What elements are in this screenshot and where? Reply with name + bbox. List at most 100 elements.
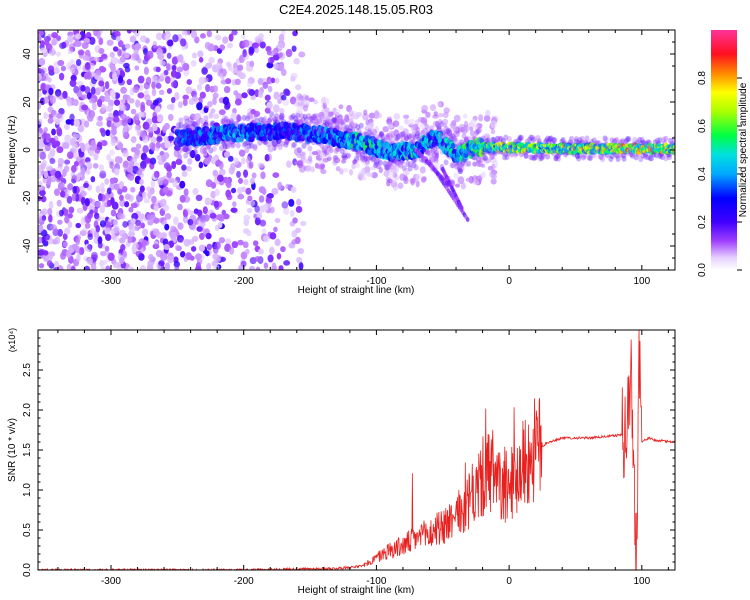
spectro-cell <box>230 67 238 74</box>
spectro-cell <box>155 32 163 41</box>
spectro-cell <box>166 63 171 71</box>
spectro-cell <box>87 113 94 122</box>
spectro-cell <box>140 152 147 161</box>
spectro-cell <box>161 154 167 163</box>
spectro-cell <box>265 197 273 204</box>
spectro-cell <box>242 49 247 58</box>
spectro-cell <box>64 123 70 131</box>
spectro-cell <box>71 143 79 151</box>
spectro-cell <box>122 94 129 101</box>
spectro-cell <box>207 43 215 52</box>
spectro-cell <box>223 85 231 94</box>
spectro-cell <box>151 88 157 97</box>
spectro-cell <box>75 40 82 47</box>
spectro-cell <box>49 95 56 104</box>
spectro-cell <box>179 180 186 189</box>
spectro-cell <box>322 144 327 152</box>
spectro-cell <box>192 149 198 156</box>
spectro-cell <box>225 238 232 245</box>
spectro-cell <box>399 173 406 181</box>
spectro-cell <box>197 50 204 58</box>
spectro-cell <box>38 137 43 146</box>
spectro-cell <box>193 208 199 214</box>
spectro-cell <box>282 98 290 106</box>
spectro-cell <box>397 125 405 131</box>
spectro-cell <box>142 121 150 130</box>
spectro-cell <box>80 84 86 92</box>
spectro-cell <box>465 177 471 182</box>
spectro-cell <box>196 226 203 232</box>
spectro-cell <box>483 115 491 122</box>
spectro-cell <box>82 54 89 61</box>
spectro-cell <box>66 249 72 257</box>
spectro-cell <box>104 221 111 227</box>
spectro-cell <box>99 170 107 179</box>
spectro-cell <box>210 108 216 114</box>
spectro-cell <box>482 155 488 162</box>
spectro-cell <box>269 111 275 118</box>
spectro-cell <box>83 265 91 270</box>
spectro-cell <box>194 36 200 44</box>
spectro-cell <box>113 109 119 118</box>
spectro-cell <box>300 220 307 227</box>
spectro-cell <box>298 95 304 100</box>
spectro-cell <box>201 67 208 75</box>
spectro-cell <box>151 75 158 83</box>
spectro-cell <box>308 97 315 103</box>
spectro-cell <box>71 193 77 202</box>
spectro-cell <box>69 59 75 66</box>
spectro-cell <box>49 148 56 157</box>
spectro-cell <box>267 85 273 93</box>
spectro-cell <box>71 174 77 182</box>
spectro-cell <box>80 167 86 176</box>
spectro-cell <box>202 149 208 157</box>
spectro-cell <box>143 198 151 204</box>
spectro-cell <box>212 97 217 106</box>
spectro-cell <box>358 122 364 129</box>
spectro-cell <box>73 151 78 160</box>
spectro-cell <box>290 75 296 82</box>
spectro-cell <box>122 125 130 134</box>
spectro-cell <box>220 68 227 77</box>
spectro-cell <box>76 90 82 98</box>
spectro-cell <box>104 227 111 236</box>
spectro-cell <box>68 255 74 264</box>
spectro-cell <box>62 241 69 248</box>
spectro-cell <box>149 142 156 150</box>
spectro-cell <box>230 187 237 194</box>
spectro-cell <box>230 141 236 148</box>
spectro-cell <box>57 228 63 237</box>
spectro-cell <box>292 217 298 224</box>
spectro-cell <box>387 124 394 129</box>
spectro-cell <box>450 142 456 149</box>
spectro-cell <box>137 92 145 99</box>
spectro-cell <box>143 66 149 75</box>
spectro-cell <box>251 42 259 49</box>
spectro-cell <box>342 150 348 155</box>
spectro-cell <box>243 218 249 227</box>
spectro-cell <box>241 92 248 99</box>
spectro-cell <box>226 42 234 49</box>
spectro-cell <box>415 173 422 180</box>
spectro-cell <box>116 212 124 220</box>
spectro-cell <box>78 247 85 255</box>
spectro-cell <box>140 104 146 113</box>
spectro-cell <box>97 115 103 122</box>
spectro-cell <box>236 70 243 77</box>
spectro-cell <box>280 246 286 253</box>
spectro-cell <box>38 185 44 191</box>
spectro-cell <box>198 161 204 169</box>
spectro-cell <box>191 246 197 252</box>
spectro-cell <box>60 251 66 260</box>
spectro-cell <box>185 252 192 260</box>
spectro-cell <box>91 263 97 270</box>
spectro-cell <box>429 104 437 112</box>
spectro-cell <box>49 137 56 144</box>
spectro-cell <box>56 35 61 41</box>
spectro-cell <box>151 195 157 204</box>
spectro-cell <box>273 91 280 100</box>
spectro-cell <box>333 157 341 164</box>
spectro-cell <box>150 179 156 188</box>
spectro-cell <box>72 133 80 140</box>
spectro-cell <box>78 185 85 192</box>
